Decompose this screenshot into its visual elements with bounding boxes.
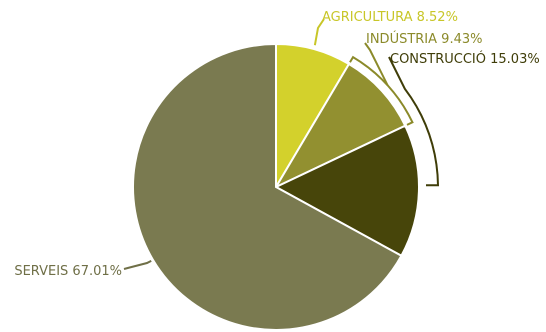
- leader-serveis: [123, 259, 152, 270]
- leader-lines: [123, 18, 440, 270]
- slice-industria: [273, 62, 407, 190]
- label-construccio: CONSTRUCCIÓ 15.03%: [390, 51, 540, 67]
- slice-construccio: [273, 124, 420, 258]
- leader-agricultura: [313, 18, 325, 46]
- label-agricultura: AGRICULTURA 8.52%: [322, 10, 458, 25]
- label-industria: INDÚSTRIA 9.43%: [366, 31, 482, 47]
- leader-industria: [364, 42, 389, 86]
- pie-slices: [132, 42, 420, 331]
- leader-construccio: [388, 56, 440, 187]
- slice-serveis: [132, 42, 403, 331]
- slice-labels: AGRICULTURA 8.52% INDÚSTRIA 9.43% CONSTR…: [14, 10, 539, 279]
- label-serveis: SERVEIS 67.01%: [14, 264, 122, 279]
